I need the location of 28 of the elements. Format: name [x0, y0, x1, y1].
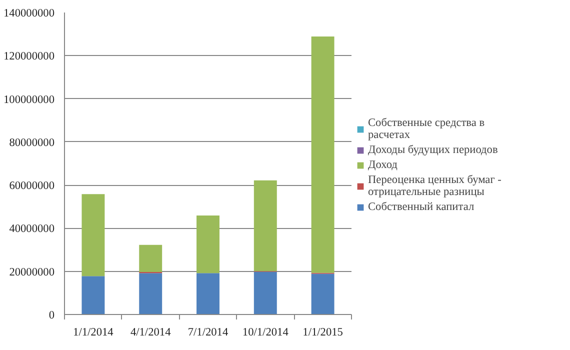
x-tick-label: 10/1/2014 — [242, 326, 289, 338]
legend-label: Переоценка ценных бумаг - отрицательные разницы — [368, 174, 502, 198]
legend-label: Собственные средства в расчетах — [368, 117, 485, 141]
bar — [254, 180, 277, 272]
x-tick-label: 4/1/2014 — [130, 326, 172, 338]
bar — [196, 215, 220, 274]
x-tick-label: 7/1/2014 — [188, 326, 228, 338]
legend-label: Доходы будущих периодов — [368, 144, 498, 156]
bar — [139, 244, 162, 272]
y-tick-label: 120000000 — [4, 50, 55, 63]
bar — [82, 194, 105, 276]
y-tick-label: 0 — [48, 310, 55, 322]
y-tick-label: 140000000 — [4, 8, 55, 20]
y-tick-label: 100000000 — [4, 94, 55, 106]
legend-label: Доход — [368, 159, 398, 171]
x-tick-label: 1/1/2014 — [73, 326, 114, 338]
y-tick-label: 20000000 — [9, 266, 55, 278]
bar — [82, 276, 105, 314]
y-tick-label: 60000000 — [9, 180, 55, 192]
bar — [254, 272, 277, 314]
bar — [196, 273, 220, 314]
bar — [139, 273, 162, 314]
legend-label: Собственный капитал — [368, 201, 474, 213]
y-tick-label: 80000000 — [9, 136, 55, 149]
bar — [311, 36, 334, 273]
y-tick-label: 40000000 — [9, 223, 55, 236]
bar — [311, 274, 334, 314]
x-tick-label: 1/1/2015 — [302, 326, 344, 338]
